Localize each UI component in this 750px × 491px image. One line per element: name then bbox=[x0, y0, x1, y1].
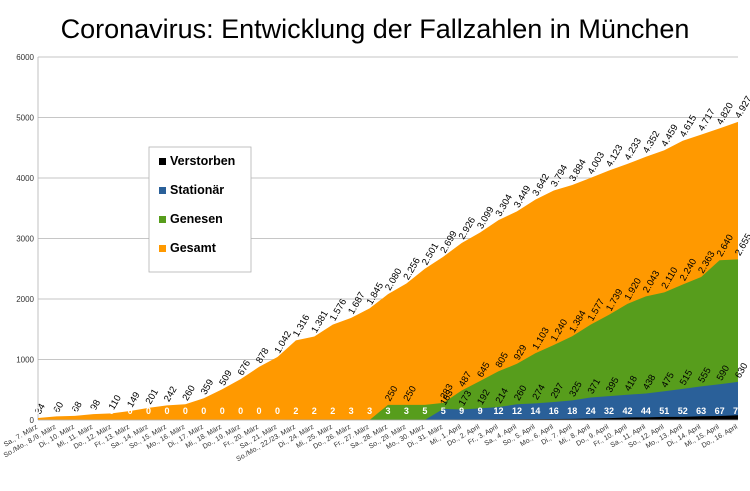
chart-title: Coronavirus: Entwicklung der Fallzahlen … bbox=[60, 14, 690, 44]
data-label-verstorben: 0 bbox=[201, 406, 206, 416]
area-genesen bbox=[369, 259, 738, 420]
data-label-verstorben: 2 bbox=[330, 406, 335, 416]
data-label-verstorben: 51 bbox=[659, 406, 669, 416]
area-verstorben bbox=[38, 415, 738, 420]
data-label-gesamt: 1.316 bbox=[291, 313, 312, 339]
data-label-verstorben: 12 bbox=[512, 406, 522, 416]
legend-label: Gesamt bbox=[170, 241, 217, 255]
data-label-verstorben: 32 bbox=[604, 406, 614, 416]
data-label-verstorben: 18 bbox=[567, 406, 577, 416]
legend-swatch bbox=[159, 216, 166, 223]
data-label-verstorben: 0 bbox=[146, 406, 151, 416]
legend-label: Verstorben bbox=[170, 154, 235, 168]
data-label-gesamt: 34 bbox=[33, 402, 48, 417]
data-label-gesamt: 242 bbox=[162, 385, 179, 404]
y-tick-label: 2000 bbox=[16, 295, 34, 304]
data-label-verstorben: 0 bbox=[91, 406, 96, 416]
data-label-verstorben: 0 bbox=[35, 406, 40, 416]
data-label-verstorben: 0 bbox=[128, 406, 133, 416]
data-label-verstorben: 0 bbox=[72, 406, 77, 416]
data-label-gesamt: 98 bbox=[88, 398, 103, 413]
y-tick-label: 0 bbox=[30, 416, 35, 425]
data-label-gesamt: 60 bbox=[51, 400, 66, 415]
data-label-verstorben: 0 bbox=[220, 406, 225, 416]
data-label-verstorben: 12 bbox=[494, 406, 504, 416]
data-label-verstorben: 0 bbox=[275, 406, 280, 416]
data-label-gesamt: 4.927 bbox=[733, 94, 750, 120]
data-label-verstorben: 0 bbox=[238, 406, 243, 416]
data-label-gesamt: 260 bbox=[180, 384, 197, 403]
data-label-verstorben: 0 bbox=[164, 406, 169, 416]
data-label-verstorben: 16 bbox=[549, 406, 559, 416]
legend-box bbox=[148, 146, 252, 273]
legend-swatch bbox=[159, 187, 166, 194]
data-label-verstorben: 24 bbox=[586, 406, 596, 416]
data-label-verstorben: 63 bbox=[696, 406, 706, 416]
data-label-verstorben: 3 bbox=[349, 406, 354, 416]
data-label-verstorben: 0 bbox=[257, 406, 262, 416]
data-label-gesamt: 68 bbox=[70, 400, 85, 415]
data-label-verstorben: 5 bbox=[422, 406, 427, 416]
data-label-verstorben: 67 bbox=[715, 406, 725, 416]
data-label-verstorben: 0 bbox=[183, 406, 188, 416]
y-tick-label: 5000 bbox=[16, 114, 34, 123]
data-label-verstorben: 52 bbox=[678, 406, 688, 416]
data-label-verstorben: 3 bbox=[385, 406, 390, 416]
data-label-verstorben: 2 bbox=[293, 406, 298, 416]
data-label-gesamt: 201 bbox=[144, 387, 161, 406]
data-label-verstorben: 0 bbox=[54, 406, 59, 416]
data-label-verstorben: 78 bbox=[733, 406, 743, 416]
data-label-verstorben: 3 bbox=[404, 406, 409, 416]
legend-label: Stationär bbox=[170, 183, 224, 197]
area-stationr bbox=[424, 381, 738, 420]
data-label-verstorben: 0 bbox=[109, 406, 114, 416]
y-tick-label: 6000 bbox=[16, 53, 34, 62]
data-label-verstorben: 2 bbox=[312, 406, 317, 416]
data-label-verstorben: 5 bbox=[441, 406, 446, 416]
data-label-gesamt: 3.794 bbox=[549, 163, 570, 189]
y-tick-label: 1000 bbox=[16, 356, 34, 365]
data-label-verstorben: 3 bbox=[367, 406, 372, 416]
y-tick-label: 3000 bbox=[16, 235, 34, 244]
data-label-verstorben: 9 bbox=[459, 406, 464, 416]
y-tick-label: 4000 bbox=[16, 174, 34, 183]
data-label-verstorben: 44 bbox=[641, 406, 651, 416]
data-label-verstorben: 9 bbox=[478, 406, 483, 416]
data-label-verstorben: 14 bbox=[530, 406, 540, 416]
data-label-verstorben: 42 bbox=[622, 406, 632, 416]
legend-swatch bbox=[159, 245, 166, 252]
legend-label: Genesen bbox=[170, 212, 223, 226]
legend-swatch bbox=[159, 158, 166, 165]
